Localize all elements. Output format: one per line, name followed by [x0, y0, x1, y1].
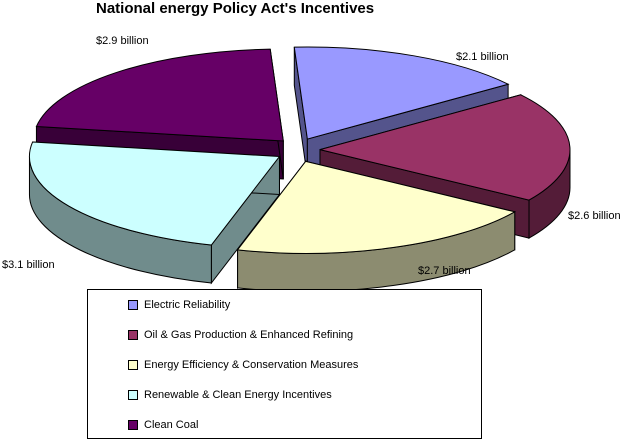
chart-title: National energy Policy Act's Incentives	[96, 0, 375, 17]
legend-item-electric-reliability: Electric Reliability	[128, 298, 230, 312]
data-label-energy-efficiency: $2.7 billion	[418, 265, 471, 277]
legend-item-renewable: Renewable & Clean Energy Incentives	[128, 388, 332, 402]
pie-slice-top	[236, 160, 517, 254]
legend-label: Renewable & Clean Energy Incentives	[144, 389, 332, 401]
legend-swatch	[128, 330, 138, 340]
legend-label: Electric Reliability	[144, 299, 231, 311]
pie-slice-top	[293, 46, 510, 140]
legend-swatch	[128, 390, 138, 400]
legend-label: Energy Efficiency & Conservation Measure…	[144, 359, 359, 371]
pie-slice-top	[28, 141, 281, 246]
legend-item-energy-efficiency: Energy Efficiency & Conservation Measure…	[128, 358, 358, 372]
legend-swatch	[128, 360, 138, 370]
data-label-clean-coal: $2.9 billion	[96, 35, 149, 47]
data-label-renewable: $3.1 billion	[2, 259, 55, 271]
legend-label: Oil & Gas Production & Enhanced Refining	[144, 329, 354, 341]
legend-swatch	[128, 300, 138, 310]
legend-item-oil-gas: Oil & Gas Production & Enhanced Refining	[128, 328, 353, 342]
data-label-electric-reliability: $2.1 billion	[456, 51, 509, 63]
pie-slice-top	[319, 94, 571, 201]
data-label-oil-gas: $2.6 billion	[568, 210, 621, 222]
pie-slice-renewable-clean-energy-incentives	[28, 141, 281, 285]
chart-legend: Electric Reliability Oil & Gas Productio…	[87, 289, 482, 439]
pie-slice-energy-efficiency-conservation-measures	[236, 159, 517, 292]
legend-swatch	[128, 420, 138, 430]
legend-item-clean-coal: Clean Coal	[128, 418, 198, 432]
pie-slice-top	[35, 48, 284, 142]
legend-label: Clean Coal	[144, 419, 199, 431]
